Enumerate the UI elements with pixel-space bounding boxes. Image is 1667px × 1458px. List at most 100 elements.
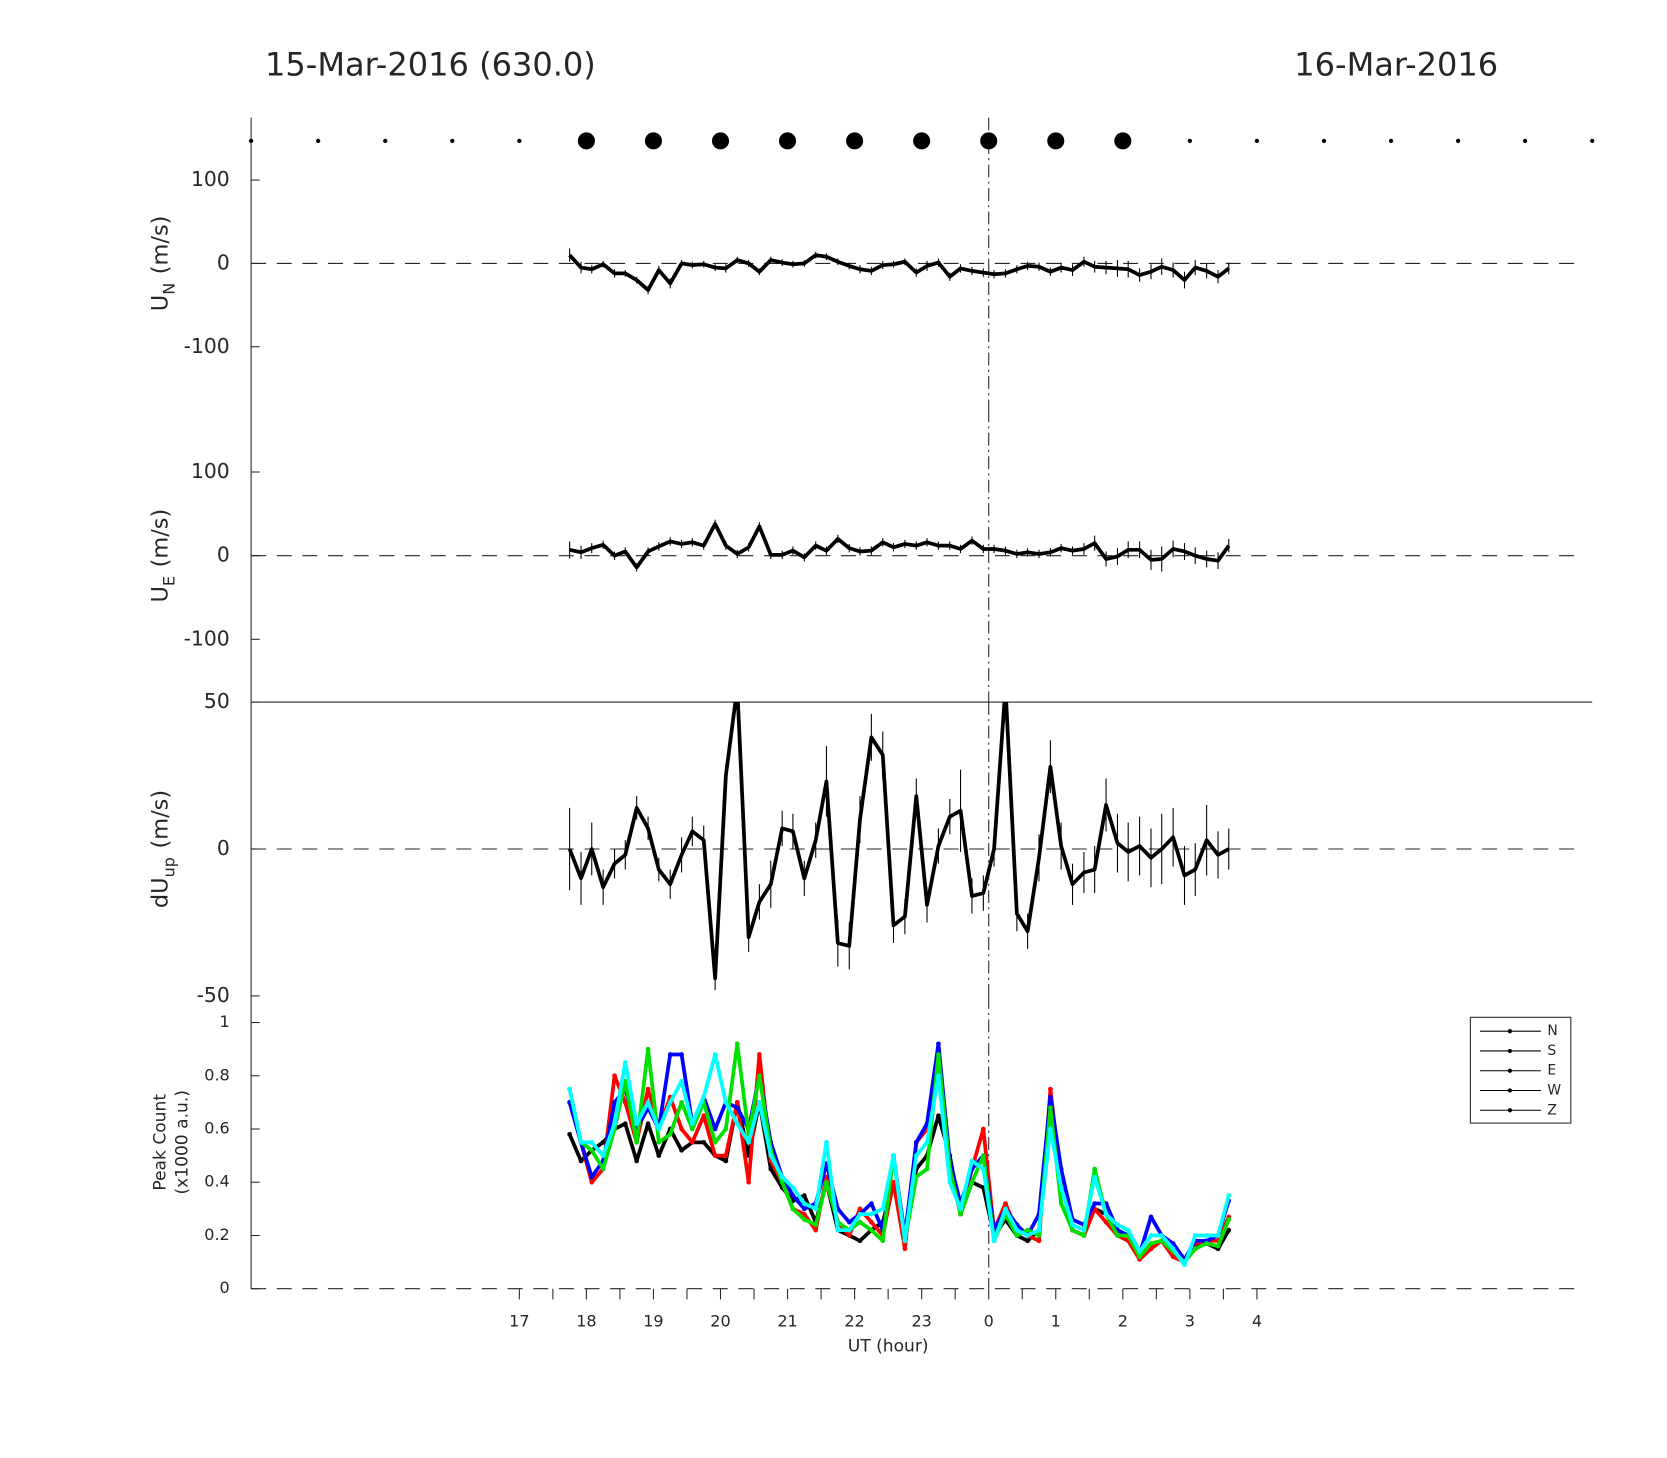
marker-dot <box>383 138 388 144</box>
series-line-point <box>880 1206 886 1212</box>
series-line-point <box>589 1174 595 1180</box>
series-line-point <box>1103 1219 1109 1225</box>
series-line-point <box>1092 1166 1098 1172</box>
series-line-point <box>1036 1233 1042 1238</box>
x-axis-label: UT (hour) <box>848 1336 929 1356</box>
series-line-point <box>936 1113 941 1119</box>
series-line-point <box>645 1100 651 1105</box>
series-line-point <box>712 1052 718 1057</box>
x-tick-label: 17 <box>509 1311 529 1330</box>
series-line-point <box>600 1153 606 1158</box>
series-line-point <box>757 1073 762 1079</box>
marker-dot <box>1187 138 1193 144</box>
y-axis-label: UE (m/s) <box>147 509 179 603</box>
y-tick-label: 0 <box>217 250 230 274</box>
y-tick-label: 0 <box>217 543 230 567</box>
series-line-point <box>1115 1233 1120 1238</box>
series-line-point <box>1192 1233 1198 1238</box>
series-line-point <box>701 1139 707 1145</box>
marker-dot <box>1455 138 1461 144</box>
series-line-point <box>612 1100 617 1105</box>
series-line-point <box>701 1113 707 1119</box>
series-line-point <box>869 1201 874 1206</box>
series-line-point <box>1170 1254 1176 1260</box>
y-tick-label: 100 <box>191 459 230 483</box>
series-line-point <box>924 1139 930 1145</box>
series-line <box>567 1052 1231 1267</box>
series-line-point <box>790 1206 796 1212</box>
legend-label: W <box>1547 1082 1561 1098</box>
series-line-point <box>1025 1238 1030 1244</box>
legend-label: S <box>1547 1043 1556 1059</box>
series-line-point <box>656 1126 662 1132</box>
series-line-point <box>1058 1201 1064 1206</box>
series-line-point <box>746 1139 752 1145</box>
series-line-point <box>1137 1254 1142 1260</box>
y-label-sub: E <box>159 576 178 586</box>
series-line-point <box>1081 1233 1087 1238</box>
series-line-point <box>958 1206 963 1212</box>
series-line-point <box>567 1131 572 1137</box>
series-line-point <box>723 1126 729 1132</box>
legend-dot <box>1507 1029 1513 1034</box>
series-line-point <box>645 1121 651 1127</box>
series-line-point <box>913 1139 919 1145</box>
series-line-point <box>1036 1227 1042 1233</box>
series-line-point <box>1025 1227 1030 1233</box>
series-line-point <box>824 1179 829 1185</box>
series-line-point <box>701 1094 707 1100</box>
series-line-point <box>1048 1094 1053 1100</box>
series-line-point <box>589 1139 595 1145</box>
series-line-point <box>801 1193 807 1198</box>
series-line-point <box>902 1246 908 1252</box>
legend-dot <box>1507 1108 1513 1113</box>
series-line-point <box>622 1121 628 1127</box>
x-tick-label: 0 <box>984 1311 994 1330</box>
series-line-point <box>801 1217 807 1222</box>
series-line-point <box>768 1153 774 1158</box>
series-line-point <box>1058 1185 1064 1190</box>
series-line-point <box>936 1041 941 1047</box>
marker-dot <box>980 132 998 150</box>
series-line-point <box>1226 1217 1232 1222</box>
series-line-point <box>1215 1233 1221 1238</box>
series-line-point <box>958 1211 963 1217</box>
x-tick-label: 18 <box>576 1311 596 1330</box>
y-tick-label: 0 <box>220 1278 230 1297</box>
series-line-point <box>679 1147 684 1153</box>
series-line-point <box>824 1139 829 1145</box>
series-line-point <box>1192 1246 1198 1252</box>
series-line-point <box>723 1158 729 1164</box>
series-line-point <box>634 1139 640 1145</box>
x-tick-label: 4 <box>1252 1311 1262 1330</box>
series-line-point <box>1081 1227 1087 1233</box>
series-line-point <box>1025 1233 1030 1238</box>
x-tick-label: 2 <box>1118 1311 1128 1330</box>
y-label-main: dU <box>147 877 173 908</box>
series-line-point <box>801 1206 807 1212</box>
y-tick-label: 0.2 <box>204 1225 229 1244</box>
y-tick-label: 0 <box>217 836 230 860</box>
series-line-point <box>1125 1227 1131 1233</box>
series-line-point <box>734 1105 740 1111</box>
x-tick-label: 22 <box>844 1311 864 1330</box>
y-tick-label: 0.4 <box>204 1172 229 1191</box>
series-line-point <box>1003 1201 1008 1206</box>
series-line-point <box>757 1052 762 1057</box>
series-line-point <box>723 1153 729 1158</box>
marker-dot <box>316 138 321 144</box>
series-line-point <box>734 1121 740 1127</box>
series-line-point <box>969 1158 975 1164</box>
y-axis-label: UN (m/s) <box>147 216 179 312</box>
series-line-point <box>913 1153 919 1158</box>
y-axis-label: Peak Count <box>150 1094 170 1191</box>
legend-label: Z <box>1547 1102 1557 1118</box>
series-line-point <box>846 1227 852 1233</box>
series-line-point <box>634 1158 640 1164</box>
legend-dot <box>1507 1048 1513 1054</box>
series-line-point <box>667 1052 673 1057</box>
series-line-point <box>1070 1222 1075 1228</box>
